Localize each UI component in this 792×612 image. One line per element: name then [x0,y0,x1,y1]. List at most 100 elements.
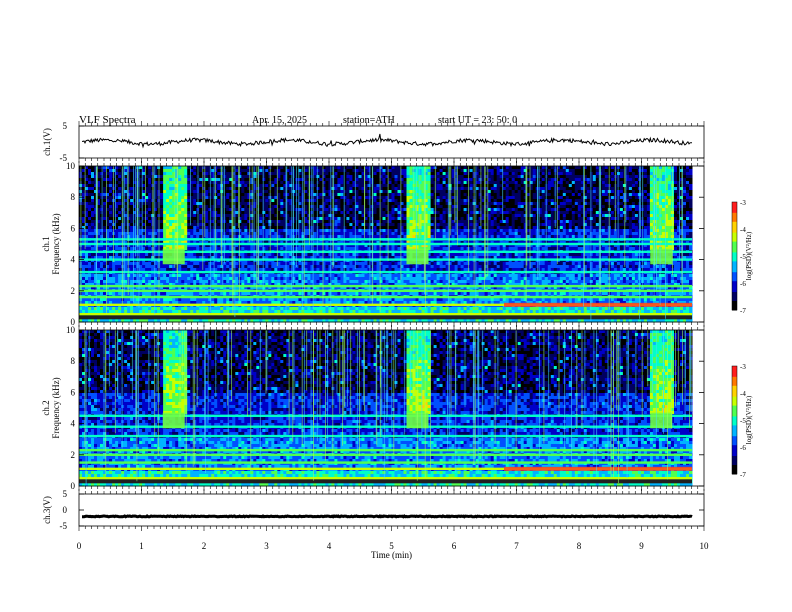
spectrogram-cell [590,190,594,194]
spectrogram-cell [596,193,600,197]
spectrogram-cell [686,175,690,179]
spectrogram-cell [178,169,182,173]
spectrogram-cell [596,181,600,185]
spectrogram-cell [470,196,474,200]
spectrogram-cell [413,184,417,188]
spectrogram-cell [214,169,218,173]
spectrogram-cell [587,172,591,176]
spectrogram-cell [464,181,468,185]
spectrogram-cell [647,187,651,191]
spectrogram-cell [163,178,167,182]
spectrogram-cell [470,178,474,182]
spectrogram-cell [374,166,378,170]
spectrogram-cell [334,184,338,188]
spectrogram-cell [395,178,399,182]
spectrogram-cell [611,169,615,173]
spectrogram-cell [650,193,654,197]
spectrogram-cell [617,169,621,173]
spectrogram-cell [398,193,402,197]
spectrogram-cell [334,175,338,179]
spectrogram-cell [193,187,197,191]
spectrogram-cell [431,166,435,170]
spectrogram-cell [617,190,621,194]
spectrogram-cell [292,196,296,200]
spectrogram-cell [668,193,672,197]
spectrogram-cell [355,175,359,179]
spectrogram-cell [461,181,465,185]
spectrogram-cell [178,184,182,188]
spectrogram-cell [295,166,299,170]
spectrogram-cell [572,193,576,197]
spectrogram-cell [181,178,185,182]
spectrogram-cell [443,175,447,179]
spectrogram-cell [265,181,269,185]
panel-frame [79,126,704,158]
spectrogram-cell [578,172,582,176]
spectrogram-cell [199,196,203,200]
spectrogram-cell [509,187,513,191]
spectrogram-cell [464,196,468,200]
spectrogram-cell [494,172,498,176]
spectrogram-cell [88,181,92,185]
spectrogram-cell [163,184,167,188]
spectrogram-cell [346,172,350,176]
spectrogram-cell [85,190,89,194]
spectrogram-cell [88,187,92,191]
spectrogram-cell [295,175,299,179]
spectrogram-cell [440,169,444,173]
spectrogram-cell [479,190,483,194]
spectrogram-cell [244,184,248,188]
spectrogram-cell [395,175,399,179]
spectrogram-cell [214,175,218,179]
spectrogram-cell [166,181,170,185]
spectrogram-cell [593,190,597,194]
spectrogram-cell [328,184,332,188]
spectrogram-cell [325,169,329,173]
spectrogram-cell [593,193,597,197]
spectrogram-cell [265,184,269,188]
spectrogram-cell [163,172,167,176]
spectrogram-cell [611,175,615,179]
spectrogram-cell [160,190,164,194]
spectrogram-cell [178,196,182,200]
spectrogram-cell [184,196,188,200]
spectrogram-cell [148,169,152,173]
spectrogram-cell [193,178,197,182]
spectrogram-cell [617,181,621,185]
spectrogram-cell [181,187,185,191]
spectrogram-cell [575,166,579,170]
spectrogram-cell [358,196,362,200]
spectrogram-cell [647,190,651,194]
spectrogram-cell [605,175,609,179]
spectrogram-cell [193,184,197,188]
spectrogram-cell [488,172,492,176]
spectrogram-cell [398,184,402,188]
spectrogram-cell [392,178,396,182]
spectrogram-cell [334,193,338,197]
spectrogram-cell [686,184,690,188]
spectrogram-cell [289,190,293,194]
spectrogram-cell [271,172,275,176]
spectrogram-cell [635,187,639,191]
spectrogram-cell [590,166,594,170]
spectrogram-cell [148,166,152,170]
spectrogram-cell [602,190,606,194]
spectrogram-cell [674,166,678,170]
spectrogram-cell [295,169,299,173]
spectrogram-cell [428,187,432,191]
spectrogram-cell [103,193,107,197]
spectrogram-cell [160,196,164,200]
spectrogram-cell [503,181,507,185]
spectrogram-cell [662,187,666,191]
spectrogram-cell [337,172,341,176]
spectrogram-cell [319,175,323,179]
spectrogram-cell [160,187,164,191]
spectrogram-cell [617,172,621,176]
spectrogram-cell [611,193,615,197]
spectrogram-cell [410,166,414,170]
spectrogram-cell [205,184,209,188]
spectrogram-cell [683,172,687,176]
spectrogram-cell [518,166,522,170]
spectrogram-cell [563,175,567,179]
spectrogram-cell [292,190,296,194]
